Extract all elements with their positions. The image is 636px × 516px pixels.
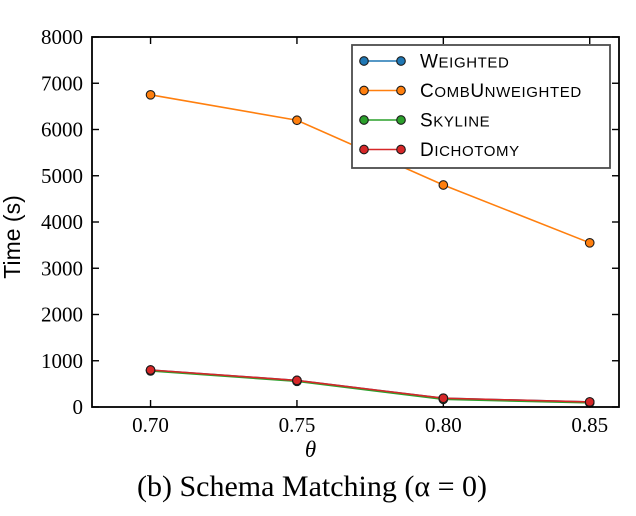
series-marker-dichotomy [438, 393, 449, 404]
y-tick-label: 0 [73, 395, 84, 419]
legend-label: WEIGHTED [420, 52, 509, 73]
legend-marker-combunweighted [359, 85, 369, 96]
series-marker-dichotomy [584, 397, 595, 407]
x-tick-label: 0.70 [132, 413, 169, 437]
series-marker-combunweighted [438, 180, 449, 190]
legend-marker-skyline [396, 115, 406, 125]
y-tick-label: 2000 [41, 303, 83, 327]
legend-label: DICHOTOMY [420, 140, 520, 161]
x-tick-label: 0.80 [425, 413, 462, 437]
series-marker-combunweighted [145, 89, 156, 100]
legend-marker-skyline [359, 115, 369, 125]
legend-marker-combunweighted [396, 85, 406, 96]
series-marker-dichotomy [292, 375, 302, 386]
y-tick-label: 7000 [41, 71, 83, 95]
series-marker-dichotomy [145, 365, 156, 375]
series-marker-combunweighted [584, 237, 595, 248]
y-tick-label: 4000 [41, 210, 83, 234]
legend-label: COMBUNWEIGHTED [420, 81, 582, 102]
figure-caption: (b) Schema Matching (α = 0) [137, 470, 487, 503]
legend-marker-dichotomy [396, 144, 406, 155]
y-tick-label: 8000 [41, 25, 83, 49]
y-tick-label: 6000 [41, 118, 83, 142]
x-axis-label: θ [305, 437, 316, 462]
y-axis-label: Time (s) [0, 195, 25, 278]
y-tick-label: 1000 [41, 349, 83, 373]
legend-label: SKYLINE [420, 111, 490, 132]
x-tick-label: 0.75 [279, 413, 316, 437]
series-line-skyline [150, 370, 590, 404]
legend-marker-dichotomy [359, 144, 369, 155]
series-marker-combunweighted [292, 115, 302, 126]
legend-marker-weighted [359, 56, 369, 66]
legend-box [351, 44, 611, 169]
y-tick-label: 3000 [41, 256, 83, 280]
legend-marker-weighted [396, 56, 406, 66]
y-tick-label: 5000 [41, 164, 83, 188]
series-line-dichotomy [150, 369, 590, 403]
x-tick-label: 0.85 [571, 413, 608, 437]
plot-frame [91, 36, 620, 408]
